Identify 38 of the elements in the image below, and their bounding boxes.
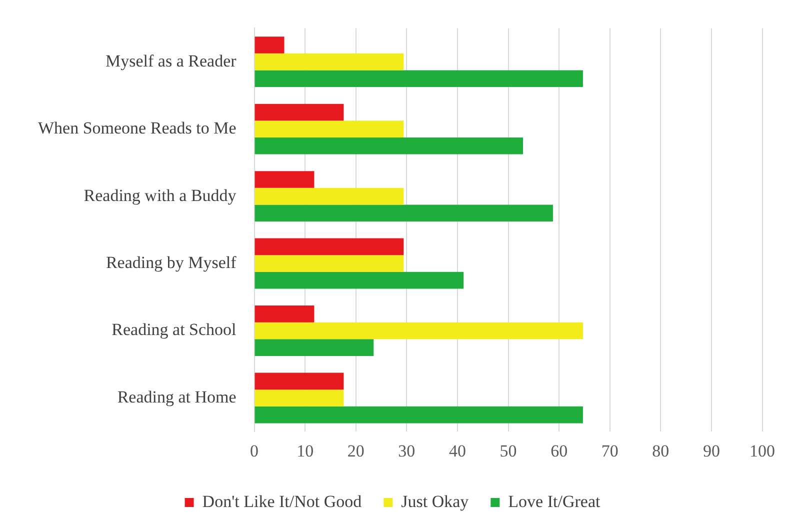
bar [254,306,314,322]
x-tick-label: 90 [702,441,720,460]
y-tick-label: Myself as a Reader [106,51,237,70]
bar [254,120,404,138]
bar [254,372,344,390]
x-tick-label: 10 [296,441,314,460]
legend-label: Just Okay [401,492,470,511]
legend-label: Don't Like It/Not Good [202,492,362,511]
x-tick-label: 20 [347,441,364,460]
bar [254,171,314,188]
bar [254,188,404,205]
x-tick-label: 40 [448,441,466,460]
x-tick-label: 30 [398,441,416,460]
bar [254,53,404,70]
bar [254,137,523,154]
x-tick-label: 100 [750,441,775,460]
y-tick-label: Reading by Myself [106,252,237,272]
y-tick-label: Reading at Home [117,387,236,406]
x-tick-label: 60 [550,441,568,460]
bar [254,339,374,356]
bar [254,390,344,406]
bar [254,36,284,54]
y-tick-label: Reading with a Buddy [84,186,237,205]
bar [254,272,464,289]
y-tick-label: Reading at School [112,320,237,340]
bar [254,255,404,272]
bar [254,406,583,424]
x-tick-label: 80 [652,441,670,460]
x-tick-label: 0 [250,441,259,460]
bar [254,238,404,256]
bar [254,70,583,88]
bar [254,104,344,121]
x-tick-label: 70 [601,441,618,460]
y-tick-label: When Someone Reads to Me [38,118,236,138]
bar [254,322,583,340]
legend-label: Love It/Great [508,492,600,511]
x-tick-label: 50 [500,441,517,460]
bar [254,204,553,222]
